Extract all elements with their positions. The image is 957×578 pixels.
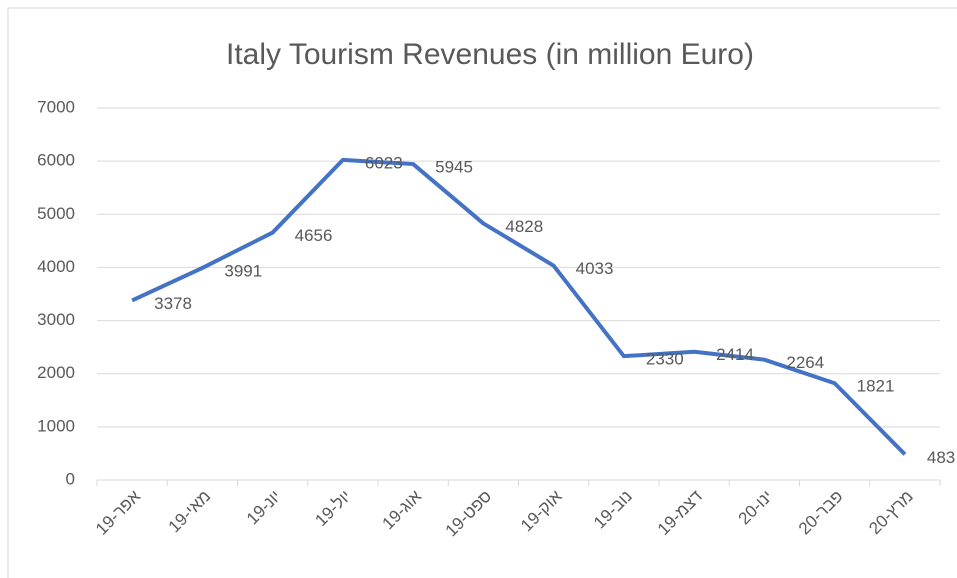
y-tick-label: 0 [66,469,75,488]
x-tick-label: אוק-19 [517,486,566,535]
x-tick-label: אפר-19 [92,486,144,538]
y-tick-label: 1000 [37,416,75,435]
series-line [131,157,907,456]
y-tick-label: 3000 [37,310,75,329]
y-tick-label: 4000 [37,257,75,276]
data-label: 2330 [646,350,684,369]
y-tick-label: 7000 [37,97,75,116]
data-label: 3991 [224,261,262,280]
data-label: 6023 [365,153,403,172]
data-label: 4656 [295,226,333,245]
data-label: 4033 [576,259,614,278]
x-tick-label: נוב-19 [590,487,636,533]
x-tick-label: פבר-20 [795,487,847,539]
x-tick-label: אוג-19 [379,486,426,533]
x-tick-label: דצמ-19 [654,487,706,539]
x-tick-label: יול-19 [311,487,354,530]
data-label: 3378 [154,294,192,313]
x-tick-label: מאי-19 [165,487,215,537]
data-label: 5945 [435,158,473,177]
x-tick-label: מרץ-20 [865,487,917,539]
y-tick-label: 6000 [37,151,75,170]
data-label: 483 [927,448,955,467]
chart-border [7,7,957,578]
x-tick-label: ספט-19 [442,487,496,541]
data-label: 2414 [716,345,754,364]
data-label: 1821 [857,377,895,396]
x-tick-label: ינו-20 [735,487,777,529]
data-label: 2264 [786,353,824,372]
y-tick-label: 2000 [37,363,75,382]
chart-title: Italy Tourism Revenues (in million Euro) [226,38,754,71]
x-tick-label: יונ-19 [243,487,285,529]
y-tick-label: 5000 [37,204,75,223]
data-label: 4828 [505,217,543,236]
